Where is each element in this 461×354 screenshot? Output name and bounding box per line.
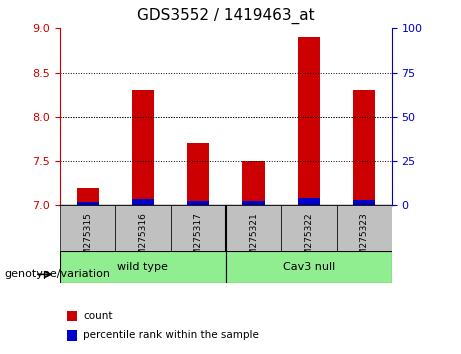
Bar (187, 143, 209, 205)
FancyBboxPatch shape (115, 205, 171, 251)
Text: GSM275317: GSM275317 (194, 212, 203, 267)
FancyBboxPatch shape (281, 205, 337, 251)
Text: GSM275323: GSM275323 (360, 212, 369, 267)
Text: GSM275321: GSM275321 (249, 212, 258, 267)
Bar (298, 198, 320, 205)
FancyBboxPatch shape (60, 251, 226, 283)
Bar (132, 90, 154, 205)
FancyBboxPatch shape (226, 205, 281, 251)
Bar (242, 201, 265, 205)
Bar (77, 202, 99, 205)
Text: Cav3 null: Cav3 null (283, 262, 335, 272)
Bar (132, 199, 154, 205)
FancyBboxPatch shape (171, 205, 226, 251)
Text: GSM275316: GSM275316 (138, 212, 148, 267)
Bar (242, 161, 265, 205)
FancyBboxPatch shape (226, 251, 392, 283)
Bar (353, 90, 375, 205)
Text: genotype/variation: genotype/variation (5, 269, 111, 279)
Bar (298, 37, 320, 205)
Text: GSM275322: GSM275322 (304, 212, 313, 267)
Text: wild type: wild type (118, 262, 168, 272)
Bar (187, 201, 209, 205)
FancyBboxPatch shape (60, 205, 115, 251)
Bar (66, 330, 77, 341)
Title: GDS3552 / 1419463_at: GDS3552 / 1419463_at (137, 8, 315, 24)
Bar (66, 311, 77, 321)
Text: percentile rank within the sample: percentile rank within the sample (83, 330, 259, 341)
Text: GSM275315: GSM275315 (83, 212, 92, 267)
FancyBboxPatch shape (337, 205, 392, 251)
Bar (77, 188, 99, 205)
Text: count: count (83, 311, 112, 321)
Bar (353, 200, 375, 205)
